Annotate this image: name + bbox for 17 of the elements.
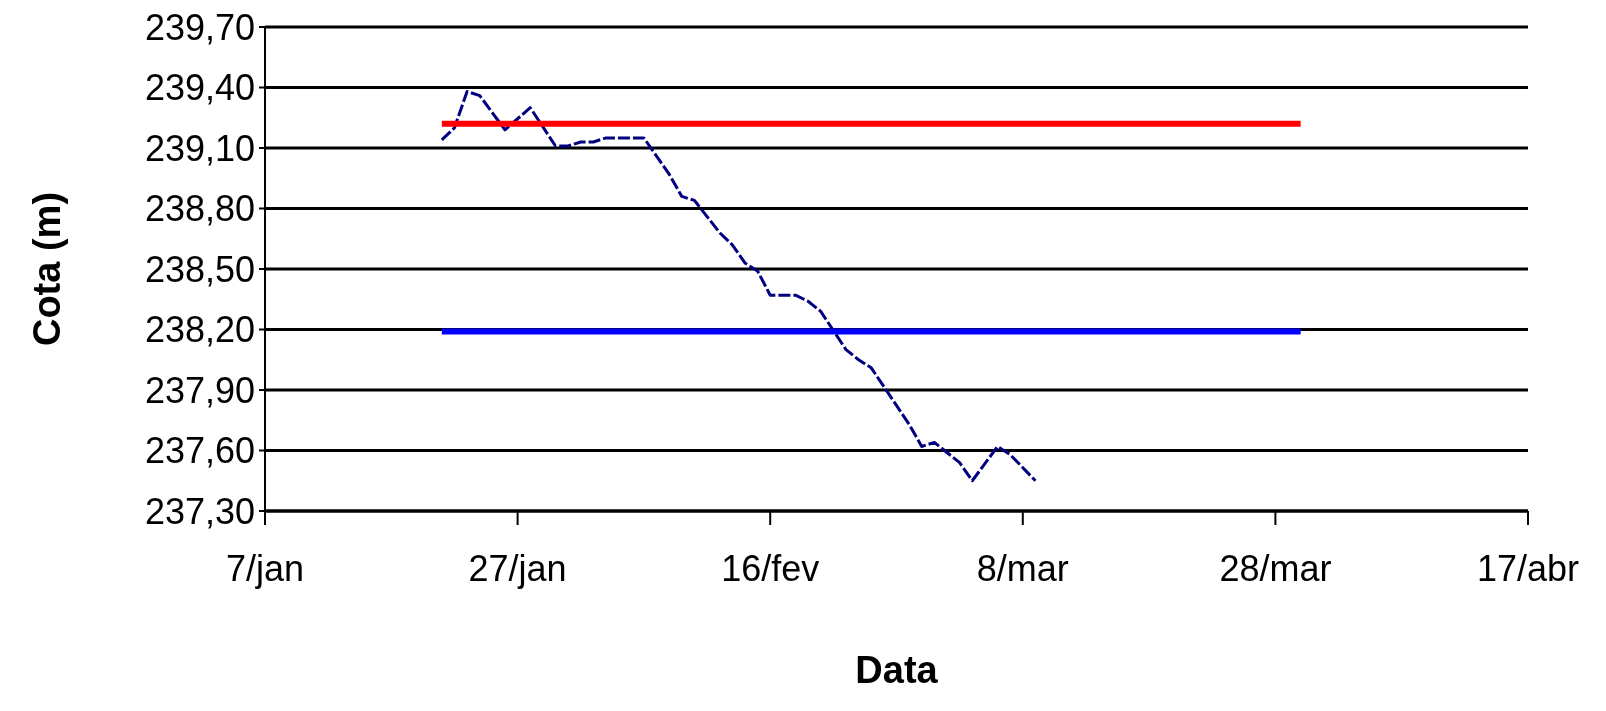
- x-tick-label: 28/mar: [1219, 548, 1332, 589]
- y-tick-label: 238,80: [144, 188, 255, 230]
- y-axis-title: Cota (m): [26, 191, 68, 347]
- y-tick-label: 239,70: [144, 6, 255, 48]
- y-tick-label: 238,50: [144, 248, 255, 290]
- x-tick-label: 7/jan: [225, 548, 305, 589]
- y-tick-label: 237,60: [144, 430, 255, 472]
- x-tick-label: 8/mar: [976, 548, 1069, 589]
- y-tick-label: 238,20: [144, 309, 255, 351]
- x-tick-label: 17/abr: [1476, 548, 1580, 589]
- y-tick-label: 237,90: [144, 369, 255, 411]
- y-tick-label: 239,10: [144, 127, 255, 169]
- x-tick-label: 16/fev: [721, 548, 820, 589]
- y-tick-label: 239,40: [144, 67, 255, 109]
- y-tick-label: 237,30: [144, 490, 255, 532]
- x-tick-label: 27/jan: [468, 548, 567, 589]
- x-axis-title: Data: [855, 649, 939, 691]
